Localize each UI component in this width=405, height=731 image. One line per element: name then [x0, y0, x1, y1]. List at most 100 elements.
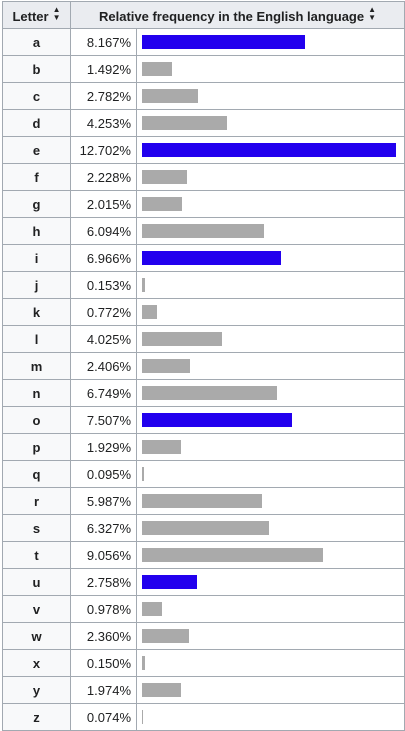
frequency-label: 1.974% — [70, 676, 137, 704]
table-row: l 4.025% — [2, 325, 405, 353]
bar-cell — [135, 55, 405, 83]
table-body: a 8.167% b 1.492% c 2.782% d 4.253% e 12.702% f 2.2… — [2, 28, 405, 731]
table-row: g 2.015% — [2, 190, 405, 218]
frequency-column-header[interactable]: Relative frequency in the English langua… — [69, 1, 405, 29]
frequency-bar-t — [142, 548, 323, 562]
bar-cell — [135, 406, 405, 434]
frequency-label: 0.153% — [70, 271, 137, 299]
table-row: v 0.978% — [2, 595, 405, 623]
frequency-label: 6.094% — [70, 217, 137, 245]
bar-cell — [135, 649, 405, 677]
frequency-label: 2.406% — [70, 352, 137, 380]
frequency-bar-i — [142, 251, 281, 265]
frequency-label: 2.360% — [70, 622, 137, 650]
table-row: t 9.056% — [2, 541, 405, 569]
table-row: n 6.749% — [2, 379, 405, 407]
header-row: Letter ▲ ▼ Relative frequency in the Engli… — [2, 1, 405, 29]
frequency-bar-c — [142, 89, 198, 103]
bar-cell — [135, 514, 405, 542]
letter-cell: s — [2, 514, 71, 542]
letter-column-header[interactable]: Letter ▲ ▼ — [2, 1, 71, 29]
frequency-label: 8.167% — [70, 28, 137, 56]
table-row: z 0.074% — [2, 703, 405, 731]
table-row: j 0.153% — [2, 271, 405, 299]
frequency-bar-y — [142, 683, 181, 697]
frequency-bar-q — [142, 467, 144, 481]
bar-cell — [135, 325, 405, 353]
bar-cell — [135, 568, 405, 596]
letter-cell: e — [2, 136, 71, 164]
letter-header-label: Letter — [12, 9, 49, 24]
frequency-label: 4.253% — [70, 109, 137, 137]
frequency-label: 1.929% — [70, 433, 137, 461]
table-row: f 2.228% — [2, 163, 405, 191]
bar-cell — [135, 676, 405, 704]
letter-cell: m — [2, 352, 71, 380]
frequency-bar-l — [142, 332, 222, 346]
table-row: d 4.253% — [2, 109, 405, 137]
frequency-bar-w — [142, 629, 189, 643]
frequency-label: 5.987% — [70, 487, 137, 515]
letter-cell: v — [2, 595, 71, 623]
bar-cell — [135, 190, 405, 218]
letter-cell: n — [2, 379, 71, 407]
bar-cell — [135, 703, 405, 731]
frequency-label: 4.025% — [70, 325, 137, 353]
bar-cell — [135, 352, 405, 380]
frequency-bar-d — [142, 116, 227, 130]
letter-cell: u — [2, 568, 71, 596]
frequency-label: 0.095% — [70, 460, 137, 488]
frequency-label: 0.772% — [70, 298, 137, 326]
frequency-bar-u — [142, 575, 197, 589]
table-row: e 12.702% — [2, 136, 405, 164]
table-row: c 2.782% — [2, 82, 405, 110]
bar-cell — [135, 487, 405, 515]
bar-cell — [135, 541, 405, 569]
frequency-bar-z — [142, 710, 143, 724]
frequency-bar-k — [142, 305, 157, 319]
frequency-bar-f — [142, 170, 187, 184]
frequency-bar-n — [142, 386, 277, 400]
letter-cell: a — [2, 28, 71, 56]
letter-cell: z — [2, 703, 71, 731]
table-row: b 1.492% — [2, 55, 405, 83]
frequency-bar-v — [142, 602, 162, 616]
frequency-bar-b — [142, 62, 172, 76]
letter-cell: l — [2, 325, 71, 353]
bar-cell — [135, 379, 405, 407]
frequency-label: 6.327% — [70, 514, 137, 542]
sort-icon[interactable]: ▲ ▼ — [52, 5, 61, 22]
bar-cell — [135, 460, 405, 488]
frequency-label: 9.056% — [70, 541, 137, 569]
bar-cell — [135, 244, 405, 272]
table-row: k 0.772% — [2, 298, 405, 326]
table-row: h 6.094% — [2, 217, 405, 245]
bar-cell — [135, 433, 405, 461]
frequency-bar-o — [142, 413, 292, 427]
table-row: s 6.327% — [2, 514, 405, 542]
frequency-label: 6.749% — [70, 379, 137, 407]
bar-cell — [135, 622, 405, 650]
frequency-bar-p — [142, 440, 181, 454]
sort-icon[interactable]: ▲ ▼ — [368, 5, 377, 22]
table-row: p 1.929% — [2, 433, 405, 461]
frequency-label: 2.782% — [70, 82, 137, 110]
letter-cell: d — [2, 109, 71, 137]
table-row: u 2.758% — [2, 568, 405, 596]
letter-cell: g — [2, 190, 71, 218]
frequency-bar-s — [142, 521, 269, 535]
table-row: m 2.406% — [2, 352, 405, 380]
letter-cell: p — [2, 433, 71, 461]
frequency-bar-e — [142, 143, 396, 157]
table-row: q 0.095% — [2, 460, 405, 488]
frequency-bar-j — [142, 278, 145, 292]
bar-cell — [135, 136, 405, 164]
frequency-bar-a — [142, 35, 305, 49]
letter-cell: i — [2, 244, 71, 272]
frequency-label: 6.966% — [70, 244, 137, 272]
table-row: i 6.966% — [2, 244, 405, 272]
letter-cell: o — [2, 406, 71, 434]
frequency-bar-x — [142, 656, 145, 670]
letter-cell: q — [2, 460, 71, 488]
